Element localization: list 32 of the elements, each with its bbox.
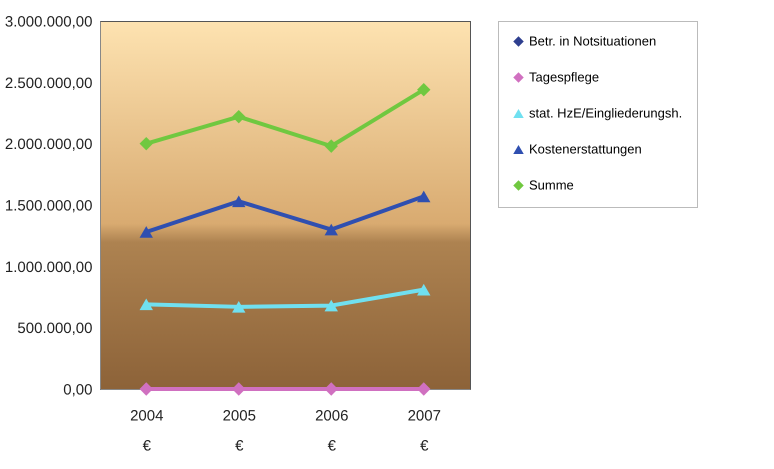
point <box>232 196 246 208</box>
x-tick-label: 2007 € <box>408 408 441 454</box>
point <box>324 382 338 396</box>
point <box>140 136 153 150</box>
legend-label: Tagespflege <box>529 70 600 84</box>
y-tick-label: 500.000,00 <box>17 320 92 338</box>
legend-label: stat. HzE/Eingliederungsh. <box>529 106 682 120</box>
x-tick-label: 2004 € <box>130 408 164 454</box>
x-tick-label: 2005 € <box>222 408 256 454</box>
point <box>417 284 430 296</box>
y-tick-label: 2.500.000,00 <box>4 74 92 92</box>
point <box>324 139 338 153</box>
point <box>417 382 430 396</box>
y-tick-label: 1.500.000,00 <box>4 198 92 214</box>
y-tick-label: 1.000.000,00 <box>4 258 92 276</box>
y-tick-label: 0,00 <box>63 382 92 398</box>
point <box>140 298 153 310</box>
point <box>140 226 153 238</box>
point <box>324 300 338 312</box>
point <box>232 382 246 396</box>
y-tick-label: 3.000.000,00 <box>4 14 92 30</box>
point <box>324 224 338 236</box>
point <box>417 190 430 202</box>
legend-label: Betr. in Notsituationen <box>529 34 656 48</box>
legend-label: Summe <box>529 178 574 192</box>
point <box>140 382 153 396</box>
legend-label: Kostenerstattungen <box>529 142 642 156</box>
x-tick-label: 2006 € <box>315 408 348 454</box>
point <box>232 301 246 313</box>
point <box>417 82 430 96</box>
point <box>232 110 246 124</box>
y-tick-label: 2.000.000,00 <box>4 136 92 154</box>
